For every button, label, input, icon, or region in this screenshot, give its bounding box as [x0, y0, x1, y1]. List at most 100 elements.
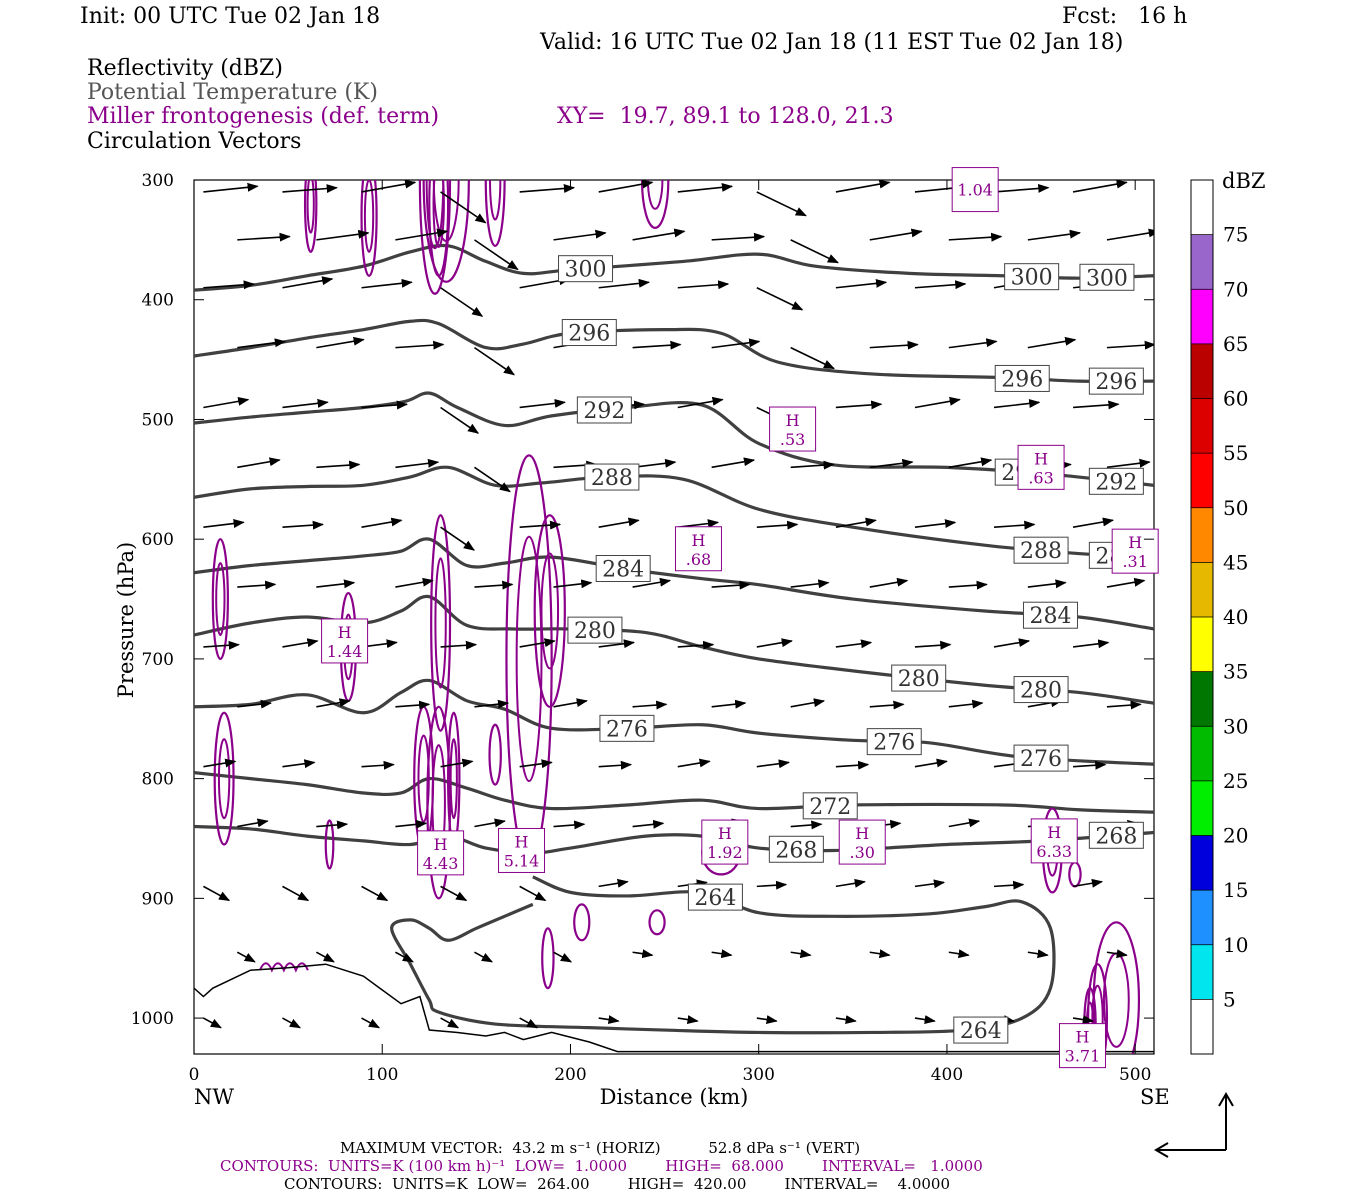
- se-end-label: SE: [1140, 1085, 1170, 1109]
- frontogenesis-contour-inner: [449, 738, 458, 820]
- circulation-vector: [282, 520, 324, 530]
- circulation-vector: [203, 1017, 222, 1029]
- circulation-vector: [756, 191, 807, 217]
- circulation-vector: [1072, 639, 1110, 649]
- max-label-value: .53: [780, 430, 805, 449]
- circulation-vector: [1027, 579, 1067, 589]
- circulation-vector: [914, 1015, 936, 1024]
- max-label-value: 5.14: [504, 851, 540, 870]
- isentrope-label-box: [558, 255, 614, 283]
- isentrope-label-box: [866, 728, 922, 756]
- frontogenesis-contour-inner: [489, 180, 502, 221]
- colorbar-segment: [1191, 507, 1213, 563]
- max-label-value: 4.43: [423, 854, 459, 873]
- isentrope-label-box: [1013, 536, 1069, 564]
- circulation-vector: [756, 638, 793, 648]
- circulation-vector: [1073, 400, 1120, 410]
- circulation-vector: [711, 232, 766, 242]
- max-label-box: [498, 827, 546, 873]
- circulation-vector: [914, 280, 967, 290]
- circulation-vector: [835, 760, 870, 770]
- circulation-vector: [677, 640, 715, 650]
- isentrope-label-box: [1088, 467, 1144, 495]
- max-label-letter: H: [786, 411, 800, 430]
- circulation-vector: [203, 396, 250, 409]
- isentrope-268: [194, 824, 1154, 855]
- colorbar-segment: [1191, 890, 1213, 945]
- circulation-vector: [598, 180, 654, 193]
- max-label-letter: H: [1034, 449, 1048, 468]
- circulation-vector: [282, 1017, 302, 1029]
- circulation-vector: [237, 580, 277, 590]
- colorbar-segment: [1191, 453, 1213, 508]
- max-label-letter: H: [855, 824, 869, 843]
- circulation-vector: [553, 229, 607, 241]
- circulation-vector: [914, 396, 961, 409]
- colorbar-label: 65: [1223, 332, 1248, 356]
- frontogenesis-contour: [1068, 861, 1082, 888]
- circulation-vector: [474, 580, 514, 590]
- colorbar-segment: [1191, 780, 1213, 836]
- frontogenesis-contour: [303, 180, 318, 253]
- frontogenesis-max-label: H3.71: [1058, 1023, 1106, 1069]
- circulation-vector: [1073, 760, 1107, 770]
- isentrope-label-box: [687, 883, 743, 911]
- circulation-vector: [282, 638, 319, 648]
- circulation-vector: [598, 278, 651, 289]
- circulation-vector: [282, 276, 334, 289]
- frontogenesis-contour-inner: [540, 552, 560, 670]
- frontogenesis-contour-inner: [432, 180, 445, 249]
- isentrope-272: [194, 771, 1154, 814]
- isentrope-label: 264: [953, 1016, 1009, 1044]
- max-label-box: [1017, 444, 1065, 490]
- isentrope-label-box: [1079, 263, 1135, 291]
- colorbar-label: 25: [1223, 769, 1248, 793]
- circulation-vector: [440, 758, 474, 768]
- colorbar-segment: [1191, 343, 1213, 399]
- frontogenesis-contour: [573, 903, 591, 942]
- isentrope-label: 272: [802, 792, 858, 820]
- circulation-vector: [711, 338, 761, 349]
- colorbar-label: 70: [1223, 277, 1248, 301]
- circulation-vector: [711, 457, 756, 469]
- circulation-vector: [914, 879, 946, 889]
- isentrope-label: 292: [576, 396, 632, 424]
- colorbar-segment: [1191, 617, 1213, 672]
- circulation-vector: [361, 885, 389, 902]
- isentrope-label-text: 300: [1011, 266, 1053, 291]
- circulation-vector: [869, 700, 905, 710]
- circulation-vector: [474, 951, 494, 963]
- isentrope-label: 276: [599, 714, 655, 742]
- isentrope-label: 296: [561, 319, 617, 347]
- circulation-vector: [711, 699, 747, 709]
- circulation-vector: [361, 180, 417, 193]
- x-axis-label: Distance (km): [600, 1085, 749, 1109]
- circulation-vector: [237, 818, 269, 828]
- colorbar-segment: [1191, 234, 1213, 290]
- x-tick-label: 0: [189, 1065, 200, 1085]
- isentrope-label-box: [953, 1016, 1009, 1044]
- x-tick-label: 200: [554, 1065, 586, 1085]
- colorbar-label: 55: [1223, 441, 1248, 465]
- max-label-letter: H: [1047, 823, 1061, 842]
- circulation-vector: [553, 951, 573, 963]
- frontogenesis-contour-inner: [306, 180, 315, 234]
- isentrope-label-text: 276: [1020, 747, 1062, 772]
- field-reflectivity: Reflectivity (dBZ): [87, 56, 283, 81]
- max-label-value: 6.33: [1036, 842, 1072, 861]
- isentrope-label: 288: [584, 463, 640, 491]
- circulation-vector: [282, 184, 338, 194]
- circulation-vector: [677, 182, 734, 193]
- max-label-box: [701, 819, 749, 865]
- max-label-value: .31: [1122, 552, 1147, 571]
- isentrope-label: 280: [891, 664, 947, 692]
- isentrope-label-box: [994, 364, 1050, 392]
- frontogenesis-surface-wave: [258, 962, 309, 973]
- isentrope-label-text: 288: [591, 466, 633, 491]
- isentrope-label-box: [891, 664, 947, 692]
- circulation-vector: [598, 760, 633, 770]
- frontogenesis-max-label: H.53: [769, 406, 817, 452]
- circulation-vector: [948, 699, 984, 709]
- circulation-vector: [711, 580, 751, 590]
- colorbar-label: 35: [1223, 660, 1248, 684]
